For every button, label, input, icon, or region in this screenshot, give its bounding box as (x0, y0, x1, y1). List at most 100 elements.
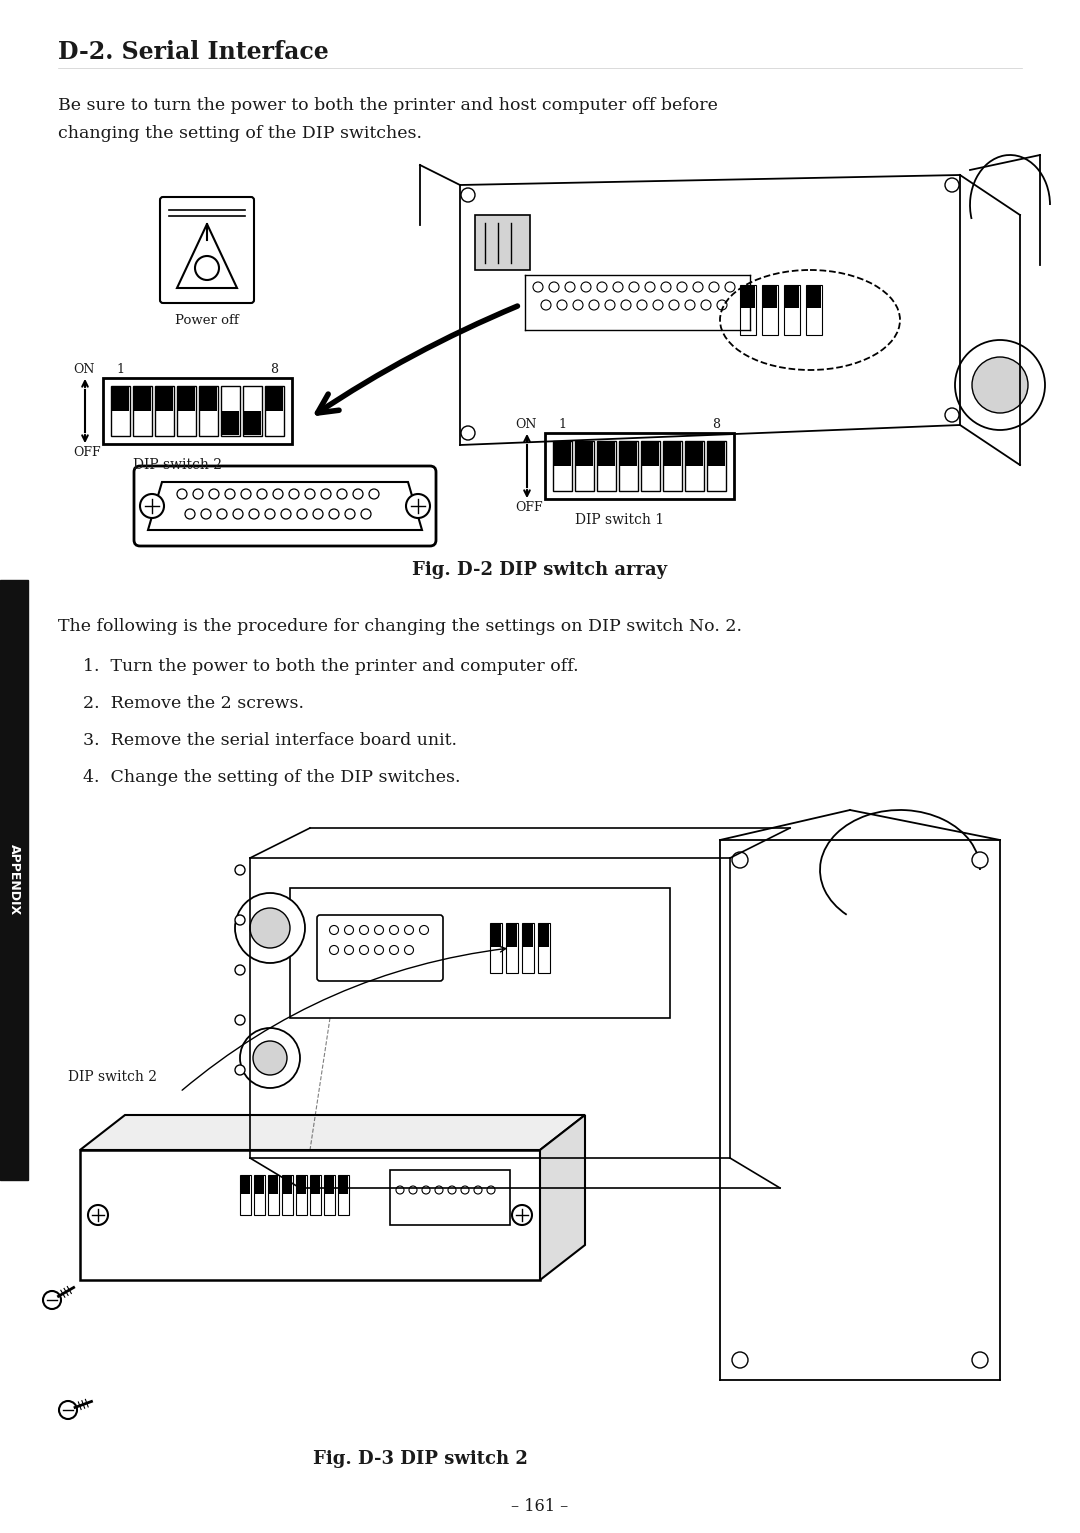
Bar (806, 285, 822, 336)
Bar (491, 924, 501, 947)
Circle shape (345, 509, 355, 520)
Circle shape (185, 509, 195, 520)
Text: ON: ON (73, 363, 94, 376)
Circle shape (581, 282, 591, 291)
Bar (339, 1176, 348, 1194)
FancyBboxPatch shape (160, 198, 254, 304)
Text: 8: 8 (270, 363, 279, 376)
Circle shape (361, 509, 372, 520)
Bar (156, 386, 173, 411)
Circle shape (217, 509, 227, 520)
Text: 4.  Change the setting of the DIP switches.: 4. Change the setting of the DIP switche… (83, 770, 460, 786)
Bar (266, 386, 283, 411)
Bar (642, 442, 660, 491)
Bar (686, 442, 703, 466)
Text: The following is the procedure for changing the settings on DIP switch No. 2.: The following is the procedure for chang… (58, 618, 742, 635)
Circle shape (289, 489, 299, 500)
Bar (255, 1176, 264, 1194)
Bar (296, 1174, 307, 1216)
Bar (490, 923, 502, 973)
Bar (291, 888, 670, 1018)
Circle shape (253, 1041, 287, 1075)
Bar (785, 287, 799, 308)
Circle shape (257, 489, 267, 500)
Bar (244, 411, 261, 435)
Circle shape (708, 282, 719, 291)
Bar (338, 1174, 349, 1216)
Circle shape (313, 509, 323, 520)
Circle shape (281, 509, 291, 520)
Circle shape (375, 946, 383, 955)
Circle shape (461, 1187, 469, 1194)
Circle shape (621, 300, 631, 310)
Circle shape (549, 282, 559, 291)
Bar (538, 923, 550, 973)
Bar (222, 411, 239, 435)
Bar (268, 1174, 279, 1216)
Circle shape (360, 946, 368, 955)
Bar (539, 924, 549, 947)
Text: OFF: OFF (515, 501, 542, 514)
Bar (619, 442, 638, 491)
Text: Be sure to turn the power to both the printer and host computer off before: Be sure to turn the power to both the pr… (58, 97, 718, 113)
Circle shape (725, 282, 735, 291)
Circle shape (273, 489, 283, 500)
Circle shape (653, 300, 663, 310)
Text: ON: ON (515, 419, 537, 431)
Bar (762, 287, 777, 308)
Circle shape (405, 926, 414, 935)
Bar (642, 442, 659, 466)
Bar (740, 285, 756, 336)
Bar (134, 386, 151, 411)
Text: DIP switch 1: DIP switch 1 (575, 514, 664, 527)
Text: DIP switch 2: DIP switch 2 (68, 1070, 157, 1084)
FancyBboxPatch shape (134, 466, 436, 546)
Bar (178, 386, 195, 411)
Bar (597, 442, 616, 491)
Circle shape (474, 1187, 482, 1194)
Circle shape (177, 489, 187, 500)
Circle shape (435, 1187, 443, 1194)
Circle shape (637, 300, 647, 310)
Circle shape (645, 282, 654, 291)
Bar (575, 442, 594, 491)
Circle shape (87, 1205, 108, 1225)
Circle shape (390, 926, 399, 935)
Circle shape (573, 300, 583, 310)
Bar (545, 432, 734, 500)
Bar (576, 442, 593, 466)
Bar (663, 442, 681, 491)
Polygon shape (540, 1114, 585, 1280)
Bar (620, 442, 637, 466)
Bar (254, 1174, 265, 1216)
Circle shape (955, 340, 1045, 429)
Circle shape (305, 489, 315, 500)
Bar (133, 386, 152, 435)
Circle shape (661, 282, 671, 291)
Bar (554, 442, 571, 466)
Polygon shape (80, 1114, 585, 1150)
Circle shape (405, 946, 414, 955)
Bar (0, 579, 28, 1180)
Bar (507, 924, 517, 947)
Circle shape (235, 964, 245, 975)
Text: Power off: Power off (175, 314, 239, 327)
Text: 1.  Turn the power to both the printer and computer off.: 1. Turn the power to both the printer an… (83, 658, 579, 675)
Circle shape (487, 1187, 495, 1194)
Bar (522, 923, 534, 973)
Circle shape (345, 926, 353, 935)
Circle shape (629, 282, 639, 291)
Circle shape (140, 494, 164, 518)
Bar (311, 1176, 320, 1194)
Circle shape (353, 489, 363, 500)
Text: OFF: OFF (73, 446, 100, 458)
Bar (240, 1174, 251, 1216)
Text: – 161 –: – 161 – (511, 1498, 569, 1515)
Text: Fig. D-3 DIP switch 2: Fig. D-3 DIP switch 2 (312, 1450, 527, 1469)
Circle shape (195, 256, 219, 281)
Circle shape (557, 300, 567, 310)
Circle shape (693, 282, 703, 291)
Circle shape (360, 926, 368, 935)
Bar (784, 285, 800, 336)
Circle shape (945, 178, 959, 192)
